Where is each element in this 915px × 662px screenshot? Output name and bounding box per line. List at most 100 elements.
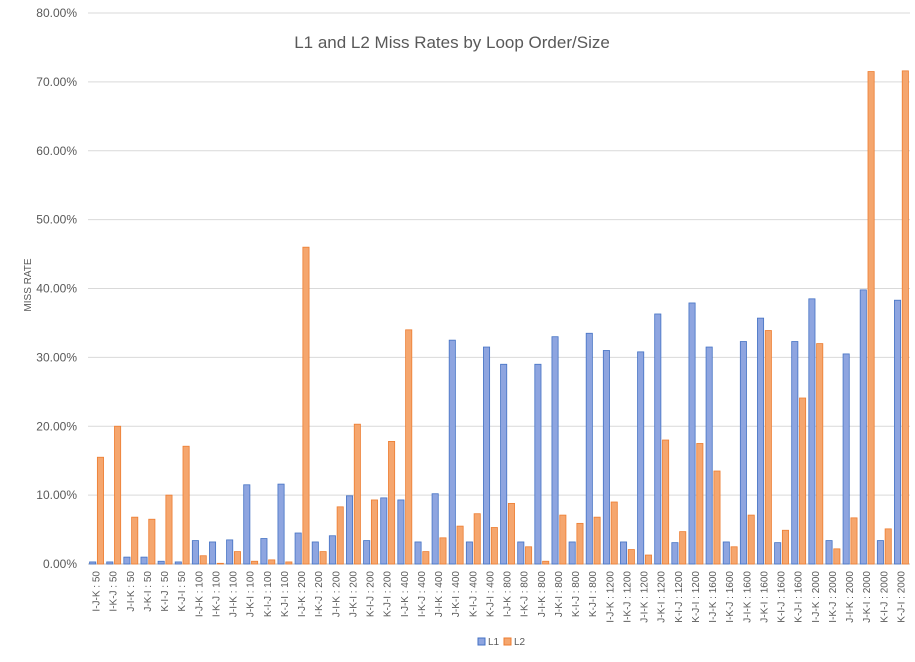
bar-l2 (867, 71, 875, 565)
y-tick-label: 80.00% (36, 6, 77, 20)
bar-l1 (859, 289, 867, 565)
bar-l1 (311, 541, 319, 565)
bar-l2 (747, 514, 755, 565)
bars (89, 70, 909, 565)
x-tick-label: J-I-K : 400 (434, 571, 445, 618)
x-tick-label: J-K-I : 100 (246, 571, 257, 618)
bar-l1 (671, 542, 679, 565)
bar-l2 (268, 559, 276, 565)
x-tick-label: I-K-J : 50 (109, 571, 120, 612)
bar-l1 (637, 351, 645, 565)
bar-l1 (448, 339, 456, 565)
x-tick-label: I-K-J : 100 (211, 571, 222, 618)
x-tick-label: K-J-I : 50 (177, 571, 188, 612)
x-tick-label: I-K-J : 200 (314, 571, 325, 618)
bar-l1 (277, 483, 285, 565)
x-tick-label: I-K-J : 1200 (622, 571, 633, 623)
bar-l2 (439, 537, 447, 565)
x-tick-label: I-J-K : 100 (194, 571, 205, 618)
x-tick-label: J-I-K : 1600 (742, 571, 753, 623)
x-tick-label: K-J-I : 1600 (794, 571, 805, 623)
x-tick-label: J-I-K : 1200 (640, 571, 651, 623)
bar-l1 (876, 540, 884, 565)
x-tick-label: K-I-J : 1200 (674, 571, 685, 623)
bar-l1 (842, 353, 850, 565)
bar-l2 (679, 531, 687, 565)
bar-l2 (644, 554, 652, 565)
bar-l1 (791, 341, 799, 565)
bar-l1 (397, 499, 405, 565)
bar-l2 (490, 527, 498, 565)
bar-l2 (730, 546, 738, 565)
x-tick-label: J-K-I : 400 (451, 571, 462, 618)
bar-l1 (431, 493, 439, 565)
bar-l2 (713, 470, 721, 565)
legend-label-l1: L1 (488, 637, 500, 648)
bar-l1 (157, 560, 165, 565)
bar-l2 (336, 506, 344, 565)
bar-l2 (302, 246, 310, 565)
legend-swatch-l2 (503, 637, 512, 646)
bar-l1 (568, 541, 576, 565)
bar-l2 (593, 516, 601, 565)
gridlines (88, 12, 910, 565)
bar-l1 (688, 302, 696, 565)
x-tick-label: J-K-I : 200 (348, 571, 359, 618)
bar-l2 (456, 525, 464, 565)
y-tick-label: 40.00% (36, 282, 77, 296)
x-tick-label: I-K-J : 800 (520, 571, 531, 618)
bar-l2 (901, 70, 909, 565)
bar-l1 (483, 346, 491, 565)
bar-l2 (422, 551, 430, 565)
x-tick-label: I-K-J : 400 (417, 571, 428, 618)
y-tick-label: 30.00% (36, 350, 77, 364)
bar-l1 (294, 532, 302, 565)
bar-l1 (500, 363, 508, 565)
bar-l1 (140, 556, 148, 565)
bar-l2 (285, 561, 293, 565)
y-tick-label: 50.00% (36, 213, 77, 227)
x-tick-label: K-I-J : 800 (571, 571, 582, 618)
bar-l2 (627, 549, 635, 565)
bar-l1 (517, 541, 525, 565)
chart-title: L1 and L2 Miss Rates by Loop Order/Size (294, 33, 610, 52)
x-tick-label: I-J-K : 200 (297, 571, 308, 618)
x-tick-label: J-I-K : 2000 (845, 571, 856, 623)
bar-l1 (191, 540, 199, 565)
x-tick-label: J-I-K : 800 (537, 571, 548, 618)
bar-l2 (610, 501, 618, 565)
bar-l1 (123, 556, 131, 565)
bar-l1 (825, 540, 833, 565)
legend-label-l2: L2 (514, 637, 526, 648)
x-tick-label: I-K-J : 1600 (725, 571, 736, 623)
bar-l1 (346, 495, 354, 565)
bar-l1 (705, 346, 713, 565)
bar-l2 (199, 555, 207, 565)
bar-l2 (542, 560, 550, 565)
y-tick-label: 70.00% (36, 75, 77, 89)
x-tick-label: K-I-J : 200 (366, 571, 377, 618)
bar-l2 (799, 397, 807, 565)
bar-l2 (131, 516, 139, 565)
y-tick-label: 10.00% (36, 488, 77, 502)
bar-l2 (833, 548, 841, 565)
x-tick-label: K-I-J : 400 (468, 571, 479, 618)
bar-l2 (405, 329, 413, 565)
x-tick-label: K-J-I : 100 (280, 571, 291, 618)
x-tick-label: J-K-I : 1200 (657, 571, 668, 623)
bar-l1 (328, 535, 336, 565)
bar-l2 (850, 517, 858, 565)
bar-l1 (465, 541, 473, 565)
x-tick-label: K-J-I : 800 (588, 571, 599, 618)
bar-l2 (353, 423, 361, 565)
bar-l1 (620, 541, 628, 565)
x-tick-label: J-I-K : 50 (126, 571, 137, 612)
bar-l1 (260, 538, 268, 565)
bar-l1 (363, 540, 371, 565)
bar-l1 (602, 350, 610, 565)
bar-l2 (165, 494, 173, 565)
bar-l2 (473, 513, 481, 565)
bar-l2 (251, 560, 259, 565)
x-tick-label: I-K-J : 2000 (828, 571, 839, 623)
x-tick-label: K-I-J : 1600 (777, 571, 788, 623)
